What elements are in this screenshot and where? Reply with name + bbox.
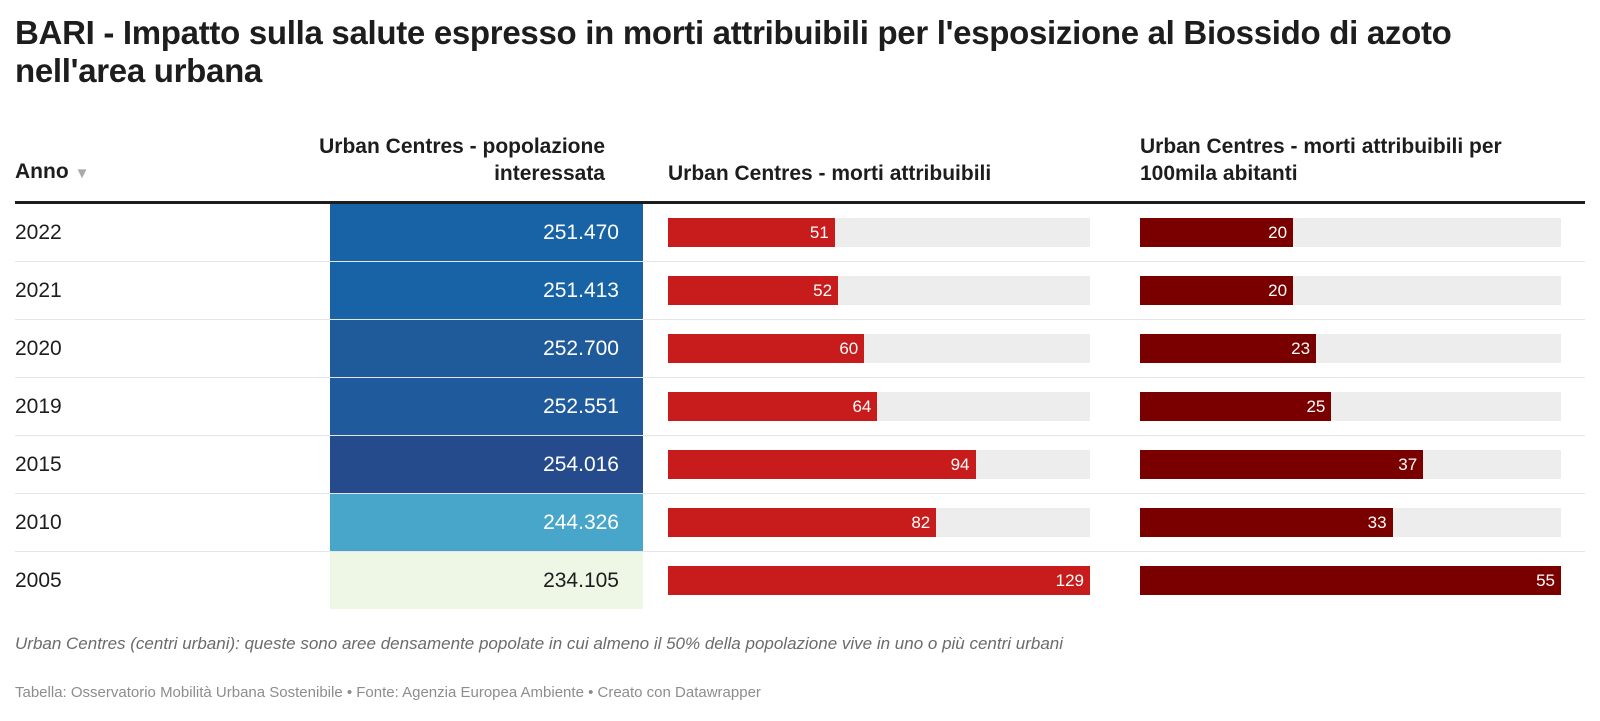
population-value: 254.016 — [543, 453, 619, 476]
rate-value-label: 33 — [1367, 513, 1387, 532]
rate-bar: 37 — [1140, 450, 1424, 479]
table-body: 2022 251.470 51 20 2021 251.413 52 20 2020 252.70… — [15, 204, 1585, 609]
rate-value-label: 25 — [1306, 397, 1326, 416]
sort-down-icon[interactable]: ▼ — [74, 165, 90, 182]
deaths-value-label: 94 — [950, 455, 970, 474]
rate-value-label: 37 — [1398, 455, 1418, 474]
rate-bar: 33 — [1140, 508, 1393, 537]
year-cell: 2010 — [15, 511, 62, 534]
rate-bar: 20 — [1140, 218, 1294, 247]
population-cell: 251.413 — [330, 262, 643, 319]
rate-value-label: 23 — [1291, 339, 1311, 358]
header-divider — [15, 201, 1585, 204]
rate-bar-track: 20 — [1140, 276, 1561, 305]
table-row: 2010 244.326 82 33 — [15, 494, 1585, 552]
year-cell: 2020 — [15, 337, 62, 360]
deaths-value-label: 52 — [813, 281, 833, 300]
deaths-bar-track: 94 — [668, 450, 1090, 479]
deaths-bar: 51 — [668, 218, 835, 247]
footnote: Urban Centres (centri urbani): queste so… — [15, 634, 1064, 653]
column-header-population[interactable]: Urban Centres - popolazione interessata — [319, 135, 605, 185]
deaths-value-label: 82 — [911, 513, 931, 532]
table-row: 2022 251.470 51 20 — [15, 204, 1585, 262]
deaths-bar-track: 129 — [668, 566, 1090, 595]
population-cell: 252.700 — [330, 320, 643, 377]
population-value: 234.105 — [543, 569, 619, 592]
table-row: 2021 251.413 52 20 — [15, 262, 1585, 320]
rate-value-label: 20 — [1268, 223, 1288, 242]
year-cell: 2021 — [15, 279, 62, 302]
year-cell: 2022 — [15, 221, 62, 244]
deaths-bar: 82 — [668, 508, 937, 537]
population-cell: 244.326 — [330, 494, 643, 551]
rate-bar: 23 — [1140, 334, 1317, 363]
deaths-bar-track: 64 — [668, 392, 1090, 421]
source-line: Tabella: Osservatorio Mobilità Urbana So… — [15, 684, 761, 701]
deaths-bar-track: 52 — [668, 276, 1090, 305]
deaths-bar-track: 82 — [668, 508, 1090, 537]
population-value: 251.413 — [543, 279, 619, 302]
deaths-value-label: 60 — [839, 339, 859, 358]
deaths-value-label: 51 — [809, 223, 829, 242]
column-header-anno-label: Anno — [15, 160, 69, 183]
rate-bar-track: 23 — [1140, 334, 1561, 363]
year-cell: 2015 — [15, 453, 62, 476]
deaths-bar-track: 51 — [668, 218, 1090, 247]
table-row: 2020 252.700 60 23 — [15, 320, 1585, 378]
deaths-bar: 94 — [668, 450, 976, 479]
deaths-bar: 64 — [668, 392, 878, 421]
deaths-bar: 60 — [668, 334, 865, 363]
table-header: Anno ▼ Urban Centres - popolazione intere… — [15, 130, 1585, 200]
rate-bar: 55 — [1140, 566, 1561, 595]
population-value: 252.551 — [543, 395, 619, 418]
rate-value-label: 20 — [1268, 281, 1288, 300]
table-row: 2019 252.551 64 25 — [15, 378, 1585, 436]
population-cell: 254.016 — [330, 436, 643, 493]
table-row: 2015 254.016 94 37 — [15, 436, 1585, 494]
rate-bar: 20 — [1140, 276, 1294, 305]
population-cell: 252.551 — [330, 378, 643, 435]
column-header-rate[interactable]: Urban Centres - morti attribuibili per 1… — [1140, 135, 1502, 185]
deaths-value-label: 129 — [1055, 571, 1084, 590]
table-row: 2005 234.105 129 55 — [15, 552, 1585, 609]
rate-bar: 25 — [1140, 392, 1332, 421]
population-cell: 234.105 — [330, 552, 643, 609]
rate-bar-track: 37 — [1140, 450, 1561, 479]
year-cell: 2019 — [15, 395, 62, 418]
year-cell: 2005 — [15, 569, 62, 592]
rate-bar-track: 33 — [1140, 508, 1561, 537]
population-cell: 251.470 — [330, 204, 643, 261]
rate-value-label: 55 — [1536, 571, 1555, 590]
deaths-bar-track: 60 — [668, 334, 1090, 363]
rate-bar-track: 20 — [1140, 218, 1561, 247]
rate-bar-track: 55 — [1140, 566, 1561, 595]
column-header-deaths[interactable]: Urban Centres - morti attribuibili — [668, 162, 992, 185]
chart-title: BARI - Impatto sulla salute espresso in … — [15, 14, 1452, 89]
population-value: 252.700 — [543, 337, 619, 360]
population-value: 251.470 — [543, 221, 619, 244]
population-value: 244.326 — [543, 511, 619, 534]
deaths-bar: 52 — [668, 276, 839, 305]
deaths-value-label: 64 — [852, 397, 872, 416]
deaths-bar: 129 — [668, 566, 1090, 595]
column-header-anno[interactable]: Anno ▼ — [15, 158, 90, 187]
rate-bar-track: 25 — [1140, 392, 1561, 421]
